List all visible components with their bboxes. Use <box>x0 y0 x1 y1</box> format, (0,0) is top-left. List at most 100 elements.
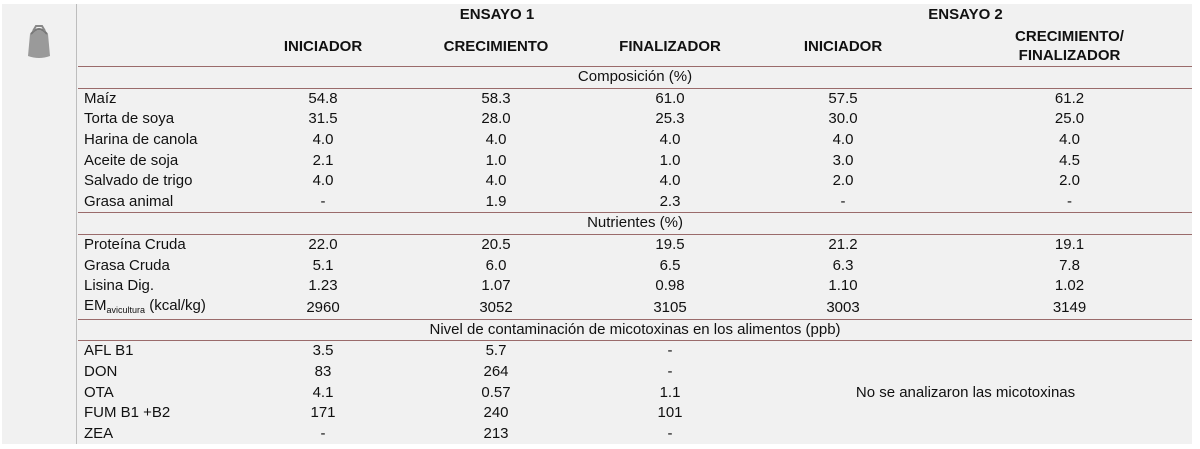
value-cell: 1.23 <box>308 277 338 295</box>
value-cell: 240 <box>483 404 509 422</box>
value-cell: 54.8 <box>308 89 338 107</box>
value-cell: 1.02 <box>1054 277 1085 295</box>
value-cell: - <box>667 424 673 442</box>
data-row: Maíz 54.8 58.3 61.0 57.5 61.2 <box>78 88 1192 109</box>
value-cell: 6.0 <box>485 256 507 274</box>
data-row: Torta de soya 31.5 28.0 25.3 30.0 25.0 <box>78 109 1192 130</box>
data-row: Grasa animal - 1.9 2.3 - - <box>78 192 1192 213</box>
value-cell: 4.0 <box>485 172 507 190</box>
data-row: EMavicultura (kcal/kg) 2960 3052 3105 3003 31… <box>78 297 1192 320</box>
section-row: Nivel de contaminación de micotoxinas en… <box>78 318 1193 342</box>
value-cell: 1.9 <box>485 192 507 210</box>
value-cell: 5.1 <box>312 256 334 274</box>
value-cell: 4.0 <box>1059 131 1080 149</box>
data-row: Aceite de soja 2.1 1.0 1.0 3.0 4.5 <box>78 150 1192 171</box>
data-row: Proteína Cruda 22.0 20.5 19.5 21.2 19.1 <box>78 234 1192 255</box>
value-cell: 4.0 <box>832 131 854 149</box>
data-row: Lisina Dig. 1.23 1.07 0.98 1.10 1.02 <box>78 276 1192 297</box>
row-label: Maíz <box>84 89 117 107</box>
value-cell: 57.5 <box>828 89 858 107</box>
value-cell: 2.3 <box>659 192 681 210</box>
value-cell: 3.0 <box>832 151 854 169</box>
value-cell: 2.1 <box>312 151 334 169</box>
row-label: Salvado de trigo <box>84 172 193 190</box>
value-cell: 3052 <box>479 298 513 316</box>
section-row: Nutrientes (%) <box>78 212 1193 235</box>
value-cell: - <box>667 363 673 381</box>
section-title: Nutrientes (%) <box>78 212 1193 235</box>
value-cell: 20.5 <box>481 236 511 254</box>
value-cell: 1.0 <box>659 151 681 169</box>
group-row: ENSAYO 1 ENSAYO 2 <box>78 4 1192 26</box>
value-cell: 4.0 <box>312 172 334 190</box>
label-sub: avicultura <box>106 304 146 315</box>
column-header-line: CRECIMIENTO/ <box>1015 28 1124 45</box>
data-row: DON 83 264 - <box>78 362 1192 383</box>
value-cell: 4.0 <box>485 131 507 149</box>
row-label: Proteína Cruda <box>84 236 186 254</box>
column-header-line: FINALIZADOR <box>1018 47 1121 64</box>
section-title: Composición (%) <box>78 66 1193 89</box>
column-header: INICIADOR <box>739 26 947 67</box>
row-label: Torta de soya <box>84 110 175 128</box>
value-cell: 7.8 <box>1059 256 1080 274</box>
value-cell: - <box>320 192 326 210</box>
row-label: OTA <box>84 383 114 401</box>
value-cell: 1.07 <box>481 277 511 295</box>
section-title: Nivel de contaminación de micotoxinas en… <box>78 318 1193 342</box>
value-cell: 3003 <box>826 298 860 316</box>
value-cell: 61.0 <box>655 89 685 107</box>
data-row: OTA 4.1 0.57 1.1 <box>78 382 1192 403</box>
value-cell: 5.7 <box>485 342 507 360</box>
section-row: Composición (%) <box>78 66 1193 89</box>
value-cell: 31.5 <box>308 110 338 128</box>
row-label: ZEA <box>84 424 114 442</box>
value-cell: 264 <box>483 363 509 381</box>
column-header: FINALIZADOR <box>601 26 739 67</box>
value-cell: 0.98 <box>655 277 685 295</box>
value-cell: 1.0 <box>485 151 507 169</box>
value-cell: 30.0 <box>828 110 858 128</box>
column-row: INICIADOR CRECIMIENTO FINALIZADOR INICIADOR… <box>78 26 1193 67</box>
sidebar <box>2 4 77 444</box>
row-label: Lisina Dig. <box>84 277 155 295</box>
value-cell: 4.0 <box>312 131 334 149</box>
diet-table: ENSAYO 1 ENSAYO 2 INICIADOR CRECIMIENTO FINA… <box>78 4 1193 444</box>
row-label: Harina de canola <box>84 131 198 149</box>
blank <box>78 4 255 26</box>
row-label: EMavicultura (kcal/kg) <box>78 297 255 320</box>
value-cell: 2.0 <box>1059 172 1080 190</box>
value-cell: 25.0 <box>1054 110 1085 128</box>
value-cell: 58.3 <box>481 89 511 107</box>
value-cell: - <box>667 342 673 360</box>
row-label: Aceite de soja <box>84 151 179 169</box>
data-row: Harina de canola 4.0 4.0 4.0 4.0 4.0 <box>78 130 1192 151</box>
value-cell: 1.10 <box>828 277 858 295</box>
value-cell: 1.1 <box>659 383 681 401</box>
panel: ENSAYO 1 ENSAYO 2 INICIADOR CRECIMIENTO FINA… <box>2 4 1193 444</box>
row-label: Grasa Cruda <box>84 256 170 274</box>
group-header: ENSAYO 1 <box>459 6 535 23</box>
value-cell: 171 <box>310 404 336 422</box>
label-main: EM <box>84 296 107 314</box>
value-cell: 101 <box>657 404 683 422</box>
value-cell: 19.1 <box>1054 236 1085 254</box>
value-cell: 213 <box>483 424 509 442</box>
column-header: CRECIMIENTO <box>391 26 601 67</box>
value-cell: - <box>320 424 326 442</box>
value-cell: 21.2 <box>828 236 858 254</box>
value-cell: 4.5 <box>1059 151 1080 169</box>
value-cell: 4.0 <box>659 131 681 149</box>
value-cell: 61.2 <box>1054 89 1085 107</box>
value-cell: 3105 <box>653 298 687 316</box>
value-cell: 0.57 <box>481 383 511 401</box>
value-cell: 28.0 <box>481 110 511 128</box>
value-cell: 6.5 <box>659 256 681 274</box>
value-cell: 3.5 <box>312 342 334 360</box>
value-cell: - <box>1067 192 1072 210</box>
row-label: FUM B1 +B2 <box>84 404 171 422</box>
value-cell: 2.0 <box>832 172 854 190</box>
note: No se analizaron las micotoxinas <box>855 383 1076 401</box>
row-label: AFL B1 <box>84 342 134 360</box>
